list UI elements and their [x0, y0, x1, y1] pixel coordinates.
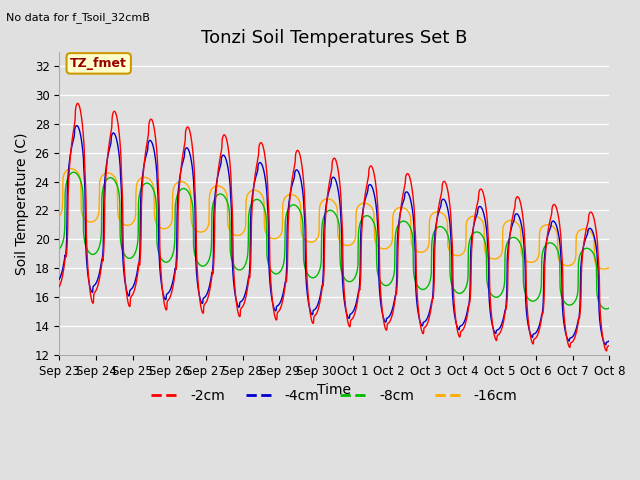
Title: Tonzi Soil Temperatures Set B: Tonzi Soil Temperatures Set B — [201, 29, 467, 48]
Y-axis label: Soil Temperature (C): Soil Temperature (C) — [15, 132, 29, 275]
Text: No data for f_Tsoil_32cmB: No data for f_Tsoil_32cmB — [6, 12, 150, 23]
X-axis label: Time: Time — [317, 383, 351, 397]
Legend: -2cm, -4cm, -8cm, -16cm: -2cm, -4cm, -8cm, -16cm — [146, 384, 523, 408]
Text: TZ_fmet: TZ_fmet — [70, 57, 127, 70]
